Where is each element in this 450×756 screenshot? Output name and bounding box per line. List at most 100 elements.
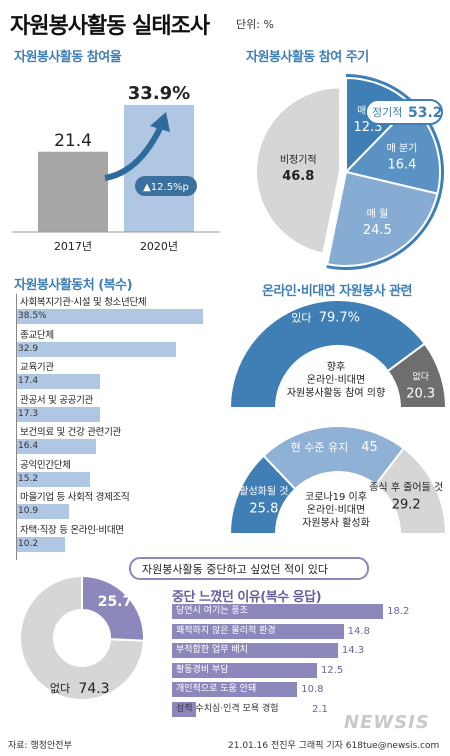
online-slice-label-yes: 있다 — [291, 311, 311, 324]
reason-value: 18.2 — [387, 606, 410, 617]
cycle-slice-value-monthly: 24.5 — [363, 223, 392, 238]
place-bar — [16, 374, 101, 389]
bar-2017 — [38, 151, 108, 232]
reasons-chart: 당연시 여기는 풍조 18.2 쾌적하지 않은 물리적 환경 14.8 부적합한 업무 … — [172, 604, 434, 722]
places-title: 자원봉사활동처 (복수) — [14, 278, 133, 293]
cycle-slice-monthly — [326, 170, 439, 267]
covid-slice-value-decrease: 29.2 — [392, 497, 421, 512]
regular-callout-label: 정기적 — [372, 106, 402, 119]
place-bar — [16, 504, 69, 519]
online-slice-yes — [228, 299, 427, 409]
places-chart: 사회복지기관·시설 및 청소년단체 38.5% 종교단체 32.9 교육기관 17.4 관공… — [16, 294, 226, 564]
cycle-slice-label-monthly: 매 월 — [367, 208, 389, 220]
online-intention-chart: 있다 79.7% 없다 20.3 향후 온라인·비대면 자원봉사활동 참여 의향 — [228, 299, 448, 409]
covid-outlook-chart: 활성화될 것 25.8 현 수준 유지 45 종식 후 줄어들 것 29.2 코로나19 … — [228, 425, 448, 535]
reason-bar — [172, 682, 298, 697]
cycle-slice-value-quarterly: 16.4 — [387, 158, 416, 173]
reason-label: 개인적으로 도움 안돼 — [176, 684, 257, 694]
credit-label: 21.01.16 전진우 그래픽 기자 618tue@newsis.com — [228, 741, 440, 751]
covid-center-line-2: 온라인·비대면 — [307, 504, 365, 516]
reason-bar — [172, 701, 197, 717]
place-value: 10.2 — [18, 538, 39, 549]
reason-value: 2.1 — [312, 703, 328, 715]
quit-slice-value-no: 74.3 — [78, 681, 109, 697]
page-title: 자원봉사활동 실태조사 — [10, 14, 210, 39]
regular-callout-value: 53.2 — [408, 105, 443, 121]
quit-banner-box — [129, 557, 369, 580]
place-label: 관공서 및 공공기관 — [20, 394, 93, 406]
covid-slice-label-activate: 활성화될 것 — [239, 484, 288, 497]
online-center-line-2: 온라인·비대면 — [307, 374, 365, 386]
participation-rate-title: 자원봉사활동 참여율 — [14, 50, 122, 65]
cycle-slice-label-quarterly: 매 분기 — [387, 143, 418, 155]
quit-slice-no — [19, 574, 145, 701]
reason-label: 쾌적하지 않은 물리적 환경 — [176, 625, 276, 636]
places-axis — [16, 294, 17, 560]
quit-banner-text: 자원봉사활동 중단하고 싶었던 적이 있다 — [142, 562, 328, 576]
quit-slice-yes — [81, 574, 145, 642]
cycle-slice-irregular — [255, 86, 342, 255]
place-bar — [16, 536, 66, 552]
regular-callout — [365, 99, 443, 125]
growth-arrow — [104, 122, 165, 181]
quit-slice-value-yes: 25.7% — [98, 594, 147, 610]
participation-cycle-title: 자원봉사활동 참여 주기 — [246, 50, 369, 65]
covid-slice-value-activate: 25.8 — [249, 501, 278, 516]
place-label: 사회복지기관·시설 및 청소년단체 — [20, 297, 147, 308]
online-slice-value-no: 20.3 — [406, 386, 435, 401]
place-bar — [16, 309, 203, 324]
reason-label: 활동경비 부담 — [176, 664, 229, 675]
covid-slice-value-maintain: 45 — [361, 440, 378, 455]
newsis-logo: NEWSIS — [344, 712, 430, 733]
growth-arrow-head — [150, 112, 170, 132]
place-label: 공익민간단체 — [20, 459, 71, 471]
online-slice-label-no: 없다 — [412, 371, 429, 382]
online-slice-no — [386, 342, 448, 409]
reason-value: 10.8 — [301, 684, 324, 695]
unit-label: 단위: % — [236, 18, 274, 31]
place-value: 17.4 — [18, 376, 39, 386]
bar-category-2020: 2020년 — [140, 240, 178, 253]
place-bar — [16, 406, 100, 422]
quit-slice-label-no: 없다 — [50, 682, 70, 695]
growth-badge-text: ▲12.5%p — [143, 182, 189, 193]
participation-rate-chart: 21.4 33.9% 2017년 2020년 ▲12.5%p — [12, 83, 220, 253]
place-value: 38.5% — [18, 311, 47, 321]
online-center-line-3: 자원봉사활동 참여 의향 — [287, 386, 385, 399]
quit-donut-chart: 25.7% 없다 74.3 — [19, 574, 147, 701]
reasons-title: 중단 느꼈던 이유(복수 응답) — [172, 590, 322, 605]
source-label: 자료: 행정안전부 — [8, 741, 72, 751]
place-label: 마을기업 등 사회적 경제조직 — [20, 492, 130, 503]
place-label: 자택·직장 등 온라인·비대면 — [20, 524, 124, 536]
reason-bar — [172, 604, 384, 619]
place-value: 17.3 — [18, 408, 39, 419]
covid-slice-decrease — [374, 446, 448, 535]
bar-category-2017: 2017년 — [54, 240, 92, 253]
online-title: 온라인·비대면 자원봉사 관련 — [262, 284, 413, 299]
reason-label: 부적합한 업무 배치 — [176, 645, 248, 655]
online-center-line-1: 향후 — [327, 361, 345, 373]
place-label: 종교단체 — [20, 329, 54, 341]
place-bar — [16, 471, 90, 487]
growth-badge — [135, 176, 197, 196]
cycle-slice-value-irregular: 46.8 — [282, 169, 314, 184]
place-value: 10.9 — [18, 506, 39, 516]
covid-slice-label-maintain: 현 수준 유지 — [291, 441, 349, 454]
reason-value: 12.5 — [321, 664, 344, 676]
place-value: 15.2 — [18, 473, 39, 484]
place-label: 교육기관 — [20, 362, 54, 373]
reason-value: 14.8 — [347, 625, 370, 637]
reason-bar — [172, 643, 338, 658]
place-label: 보건의료 및 건강 관련기관 — [20, 427, 121, 438]
reason-bar — [172, 623, 344, 639]
bar-value-2017: 21.4 — [54, 131, 92, 151]
cycle-slice-label-irregular: 비정기적 — [280, 154, 317, 166]
covid-center-line-3: 자원봉사 활성화 — [302, 516, 370, 529]
reason-value: 14.3 — [341, 645, 365, 656]
covid-slice-label-decrease: 종식 후 줄어들 것 — [369, 481, 443, 493]
covid-center-line-1: 코로나19 이후 — [305, 491, 367, 503]
online-slice-value-yes: 79.7% — [319, 310, 360, 325]
place-value: 32.9 — [18, 343, 39, 354]
quit-banner: 자원봉사활동 중단하고 싶었던 적이 있다 — [129, 557, 369, 580]
